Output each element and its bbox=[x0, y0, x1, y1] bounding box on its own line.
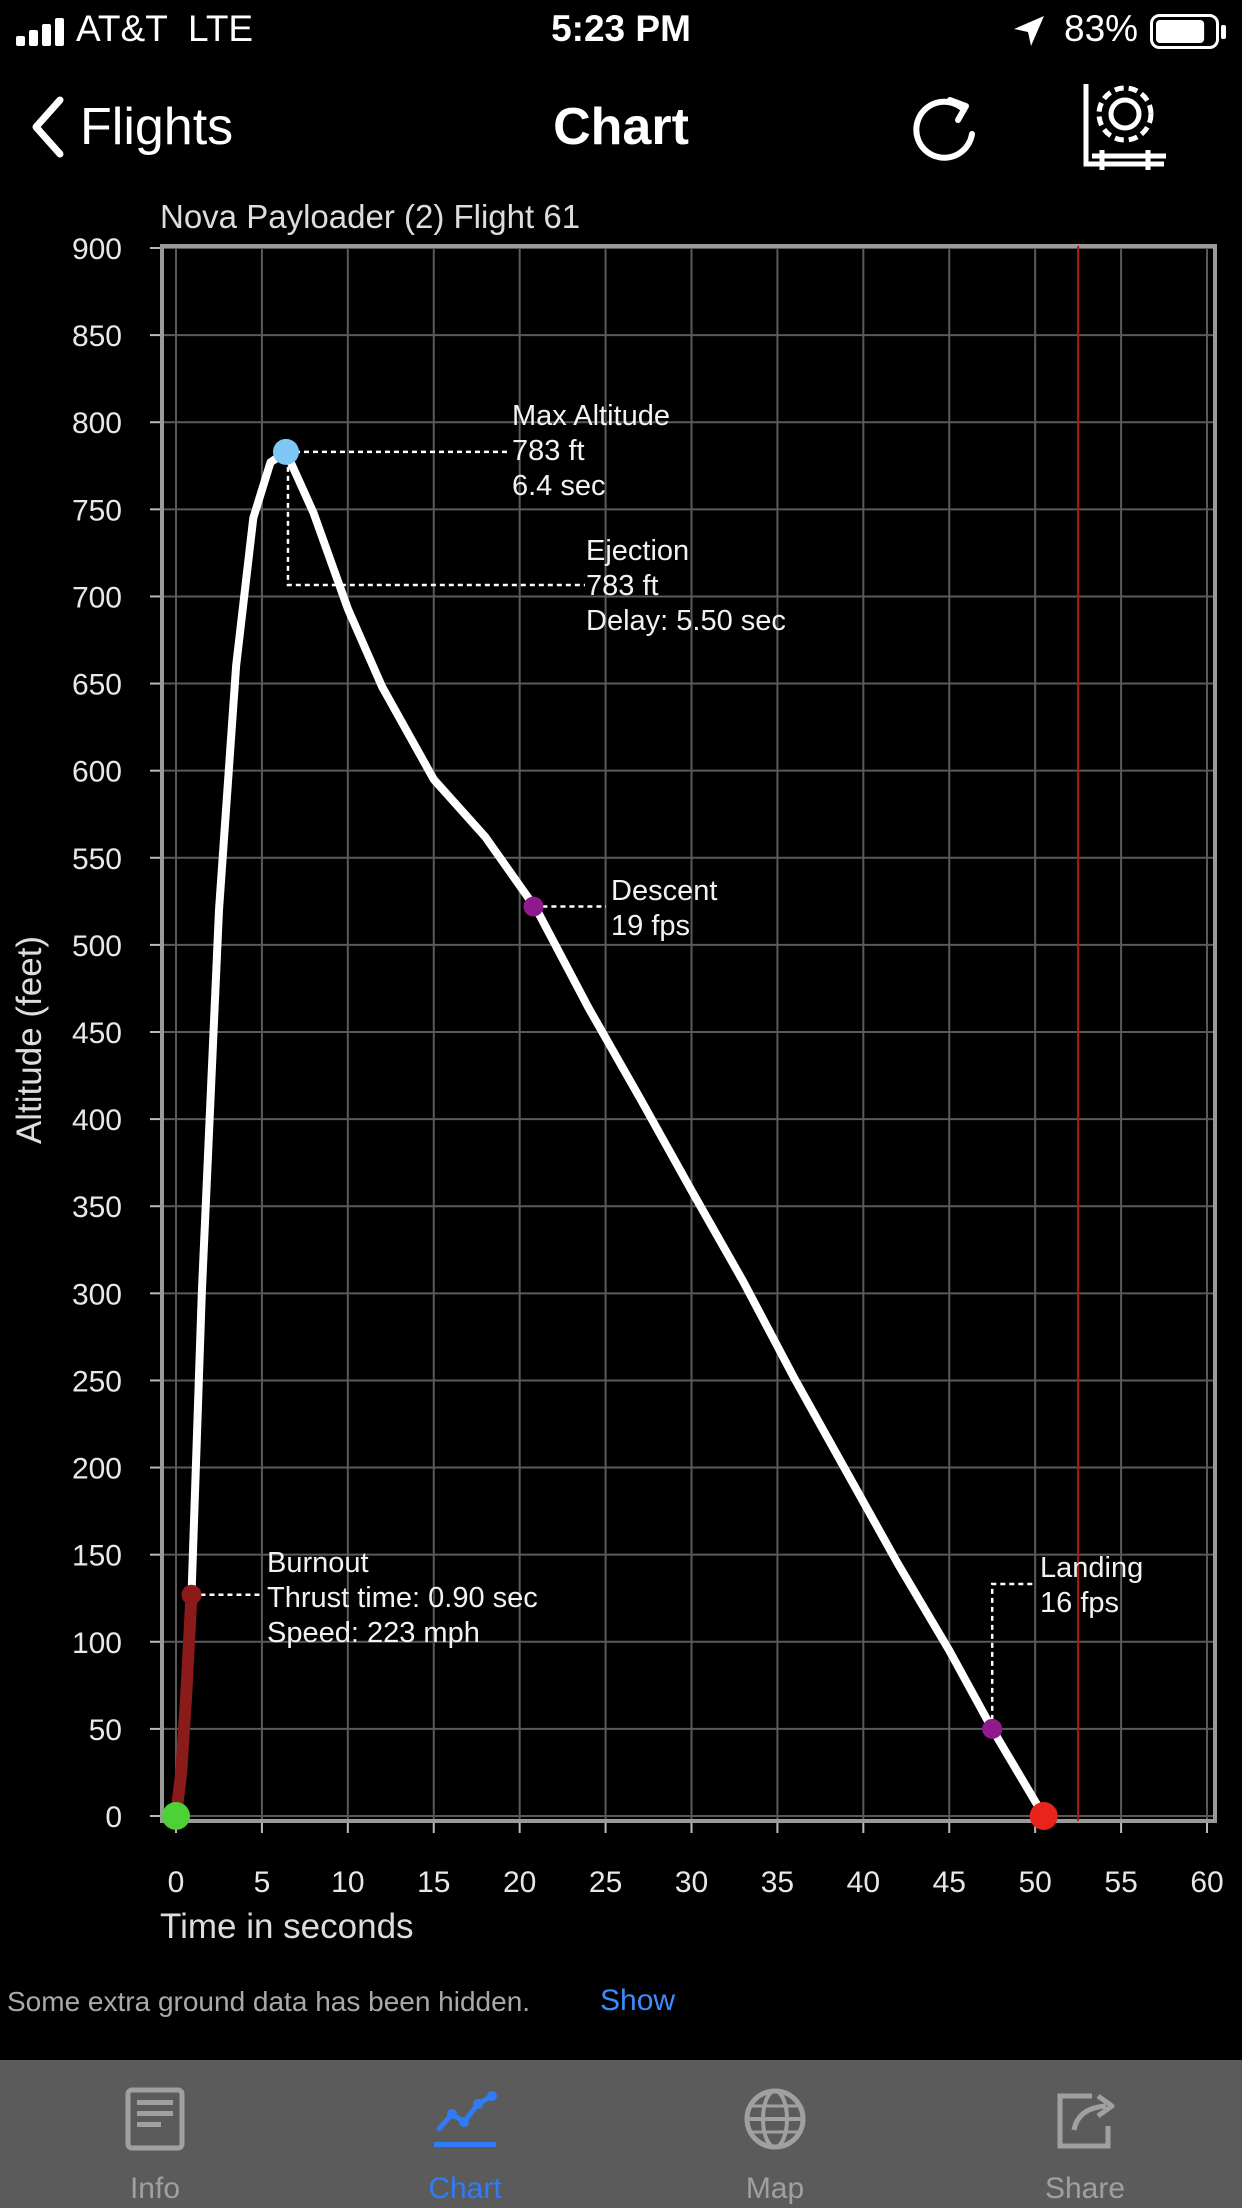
flight-series-line bbox=[187, 447, 1048, 1820]
burnout-marker bbox=[181, 1584, 202, 1605]
show-link[interactable]: Show bbox=[600, 1984, 676, 2017]
network-label: LTE bbox=[188, 8, 254, 49]
y-axis-label: Altitude (feet) bbox=[10, 936, 49, 1144]
descent-label-line: Descent bbox=[611, 875, 717, 907]
y-tick-label: 350 bbox=[72, 1191, 122, 1224]
carrier-label: AT&T bbox=[76, 8, 168, 49]
back-button[interactable]: Flights bbox=[30, 92, 233, 162]
max-altitude-marker bbox=[272, 438, 299, 465]
launch-marker bbox=[162, 1802, 190, 1830]
tab-chart-label: Chart bbox=[428, 2172, 502, 2205]
burnout-label-line: Speed: 223 mph bbox=[267, 1617, 480, 1649]
location-arrow-icon bbox=[1014, 16, 1044, 46]
status-bar: AT&T LTE 5:23 PM 83% bbox=[0, 0, 1242, 62]
y-tick-label: 200 bbox=[72, 1453, 122, 1486]
landing-leader bbox=[990, 1582, 1036, 1729]
plot-frame bbox=[160, 244, 1217, 1823]
y-tick-label: 600 bbox=[72, 756, 122, 789]
x-tick-label: 15 bbox=[417, 1866, 450, 1899]
battery-icon bbox=[1150, 14, 1226, 49]
x-tick-label: 0 bbox=[168, 1866, 185, 1899]
tab-info[interactable]: Info bbox=[0, 2060, 310, 2208]
x-tick-label: 20 bbox=[503, 1866, 536, 1899]
y-tick-label: 250 bbox=[72, 1365, 122, 1398]
burnout-label-line: Thrust time: 0.90 sec bbox=[267, 1582, 538, 1614]
info-icon bbox=[125, 2087, 185, 2151]
y-tick-label: 700 bbox=[72, 581, 122, 614]
tab-chart[interactable]: Chart bbox=[310, 2060, 620, 2208]
tab-share-label: Share bbox=[1044, 2172, 1126, 2205]
tab-bar: Info Chart Map Share bbox=[0, 2060, 1242, 2208]
landing-label-line: Landing bbox=[1040, 1552, 1143, 1584]
x-tick-label: 5 bbox=[254, 1866, 271, 1899]
y-tick-label: 100 bbox=[72, 1627, 122, 1660]
signal-icon bbox=[16, 18, 64, 46]
y-tick-label: 50 bbox=[89, 1714, 122, 1747]
x-axis-label: Time in seconds bbox=[160, 1907, 414, 1946]
ejection-label-line: Delay: 5.50 sec bbox=[586, 605, 786, 637]
tab-map[interactable]: Map bbox=[620, 2060, 930, 2208]
battery-percent: 83% bbox=[1064, 8, 1139, 49]
y-tick-label: 800 bbox=[72, 407, 122, 440]
globe-icon bbox=[744, 2088, 806, 2150]
hidden-data-note: Some extra ground data has been hidden. bbox=[7, 1986, 531, 2017]
nav-bar: Flights Chart bbox=[0, 62, 1242, 192]
y-tick-label: 650 bbox=[72, 669, 122, 702]
y-tick-label: 400 bbox=[72, 1104, 122, 1137]
settings-gear-icon[interactable] bbox=[1078, 80, 1172, 174]
back-label: Flights bbox=[80, 98, 234, 156]
chart-title: Nova Payloader (2) Flight 61 bbox=[160, 198, 580, 235]
x-tick-label: 35 bbox=[761, 1866, 794, 1899]
x-tick-label: 55 bbox=[1104, 1866, 1137, 1899]
y-tick-label: 750 bbox=[72, 494, 122, 527]
x-tick-label: 50 bbox=[1018, 1866, 1051, 1899]
chevron-left-icon bbox=[32, 96, 64, 158]
y-tick-label: 450 bbox=[72, 1017, 122, 1050]
y-tick-label: 150 bbox=[72, 1540, 122, 1573]
ejection-leader bbox=[286, 457, 585, 587]
landing-label-line: 16 fps bbox=[1040, 1587, 1119, 1619]
burnout-label-line: Burnout bbox=[267, 1547, 369, 1579]
flight-chart: Nova Payloader (2) Flight 61 0 5 10 15 20 25 30… bbox=[10, 198, 1224, 1946]
tab-map-label: Map bbox=[745, 2172, 805, 2205]
x-tick-label: 10 bbox=[331, 1866, 364, 1899]
y-tick-label: 900 bbox=[72, 233, 122, 266]
touchdown-marker bbox=[1029, 1802, 1058, 1830]
page-title: Chart bbox=[553, 98, 689, 156]
y-tick-label: 300 bbox=[72, 1278, 122, 1311]
y-tick-label: 0 bbox=[105, 1801, 122, 1834]
landing-point-marker bbox=[982, 1718, 1003, 1739]
x-tick-label: 25 bbox=[589, 1866, 622, 1899]
share-icon bbox=[1057, 2093, 1115, 2149]
ejection-label-line: Ejection bbox=[586, 535, 689, 567]
y-tick-label: 850 bbox=[72, 320, 122, 353]
thrust-series-line bbox=[170, 1588, 198, 1822]
y-tick-label: 550 bbox=[72, 843, 122, 876]
refresh-icon[interactable] bbox=[900, 86, 986, 172]
tab-share[interactable]: Share bbox=[930, 2060, 1240, 2208]
max-altitude-label-line: 783 ft bbox=[512, 435, 585, 467]
descent-label-line: 19 fps bbox=[611, 910, 690, 942]
descent-marker bbox=[523, 896, 544, 917]
x-tick-label: 45 bbox=[933, 1866, 966, 1899]
clock: 5:23 PM bbox=[551, 8, 691, 49]
y-tick-label: 500 bbox=[72, 930, 122, 963]
x-tick-label: 30 bbox=[675, 1866, 708, 1899]
max-altitude-label-line: 6.4 sec bbox=[512, 470, 606, 502]
x-tick-label: 60 bbox=[1190, 1866, 1223, 1899]
x-tick-label: 40 bbox=[847, 1866, 880, 1899]
ejection-label-line: 783 ft bbox=[586, 570, 659, 602]
max-altitude-label-line: Max Altitude bbox=[512, 400, 670, 432]
tab-info-label: Info bbox=[129, 2172, 181, 2205]
chart-icon bbox=[434, 2091, 497, 2147]
